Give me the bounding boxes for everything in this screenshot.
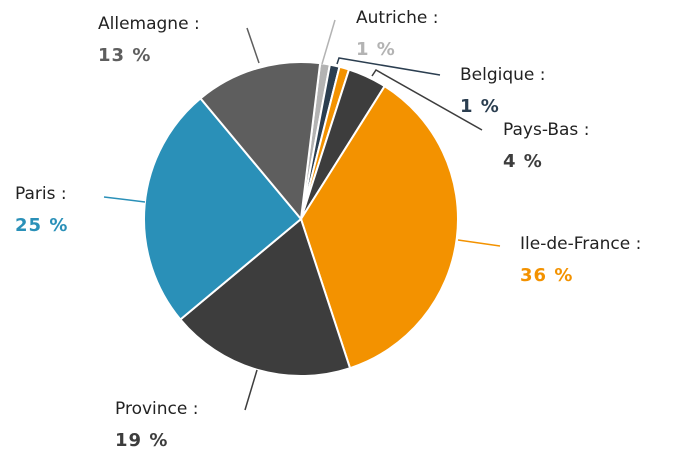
slice-value: 19 % xyxy=(115,430,168,451)
pie-slice xyxy=(199,61,322,222)
slice-value: 25 % xyxy=(15,215,68,236)
slice-value: 36 % xyxy=(520,265,573,286)
pie-slice xyxy=(143,96,303,321)
pie-slice xyxy=(299,84,459,370)
leader-line xyxy=(336,57,441,76)
leader-line xyxy=(371,69,483,131)
slice-label: Ile-de-France : xyxy=(520,234,641,254)
slice-label: Paris : xyxy=(15,184,67,204)
leader-line xyxy=(457,239,501,247)
slice-label: Belgique : xyxy=(460,65,546,85)
slice-value: 4 % xyxy=(503,151,543,172)
slice-label: Autriche : xyxy=(356,8,439,28)
slice-value: 13 % xyxy=(98,45,151,66)
pie-slice xyxy=(178,217,352,377)
leader-line xyxy=(244,369,258,411)
leader-line xyxy=(246,27,260,64)
slice-label: Allemagne : xyxy=(98,14,200,34)
slice-value: 1 % xyxy=(356,39,396,60)
slice-value: 1 % xyxy=(460,96,500,117)
leader-line xyxy=(321,19,336,65)
slice-label: Pays-Bas : xyxy=(503,120,589,140)
slice-label: Province : xyxy=(115,399,198,419)
leader-line xyxy=(103,196,146,203)
